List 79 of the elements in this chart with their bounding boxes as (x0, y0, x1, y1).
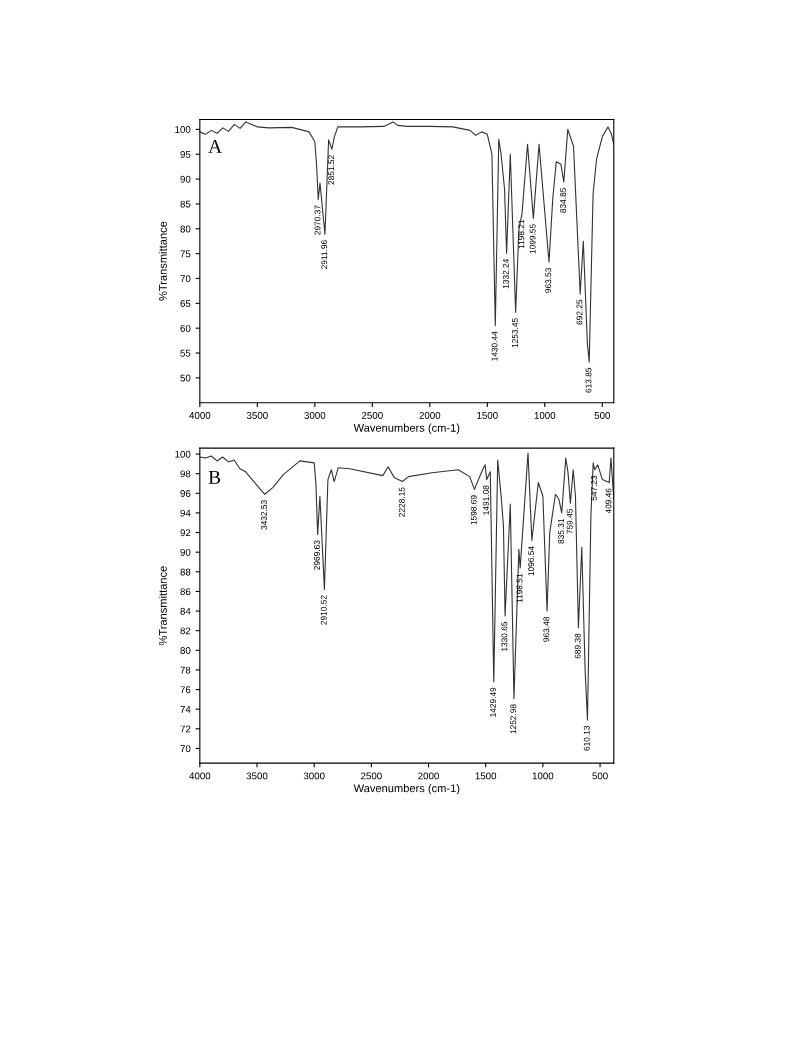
y-axis-title: %Transmittance (158, 566, 167, 646)
annotation: 2851.52 (328, 155, 335, 185)
x-tick-label: 500 (592, 772, 608, 780)
y-tick-label: 72 (180, 725, 191, 733)
x-tick-label: 3000 (304, 412, 326, 419)
annotation: 759.45 (566, 509, 573, 534)
annotation: 689.38 (574, 633, 581, 659)
x-tick-label: 1000 (532, 772, 554, 780)
y-tick-label: 92 (180, 529, 191, 537)
annotation: 1252.98 (510, 704, 517, 734)
annotation: 1598.69 (470, 495, 477, 525)
annotation: 1491.08 (483, 485, 489, 515)
annotation: 2910.52 (320, 595, 327, 625)
y-tick-label: 88 (180, 568, 191, 576)
y-tick-label: 76 (180, 686, 191, 694)
annotation: 692.25 (576, 299, 583, 325)
y-tick-label: 100 (175, 450, 191, 458)
annotation: 547.23 (591, 475, 597, 501)
y-tick-label: 85 (180, 200, 191, 208)
annotation: 834.85 (560, 187, 567, 213)
y-tick-label: 74 (180, 706, 191, 713)
x-tick-label: 2000 (418, 772, 439, 780)
y-tick-label: 78 (180, 666, 191, 674)
y-tick-label: 100 (175, 126, 191, 133)
annotation: 2969.63 (313, 540, 320, 570)
annotation: 1429.49 (490, 687, 497, 717)
annotation: 1332.24 (502, 258, 509, 289)
annotation: 1253.45 (511, 318, 518, 348)
x-axis-title: Wavenumbers (cm-1) (353, 423, 460, 434)
annotation: 1430.44 (491, 331, 498, 361)
y-tick-label: 95 (180, 150, 191, 158)
y-tick-label: 82 (180, 627, 191, 635)
y-tick-label: 90 (180, 548, 191, 556)
annotation: 613.85 (585, 367, 592, 393)
y-tick-label: 90 (180, 175, 191, 183)
y-tick-label: 98 (180, 470, 191, 478)
x-tick-label: 3000 (303, 772, 325, 780)
y-axis-title: %Transmittance (158, 221, 167, 301)
annotation: 1099.55 (529, 224, 536, 254)
annotation: 1198.51 (516, 573, 523, 603)
y-tick-label: 86 (180, 588, 191, 596)
annotation: 835.31 (558, 518, 564, 544)
x-tick-label: 4000 (189, 412, 211, 419)
y-tick-label: 84 (180, 607, 191, 615)
y-tick-label: 55 (180, 349, 191, 357)
y-tick-label: 70 (180, 275, 191, 283)
y-tick-label: 80 (180, 647, 191, 654)
annotation: 1330.65 (501, 621, 508, 651)
annotation: B (208, 470, 221, 484)
y-tick-label: 50 (180, 374, 191, 382)
annotation: 963.53 (545, 267, 552, 293)
annotation: 610.13 (583, 725, 590, 751)
x-tick-label: 500 (594, 412, 611, 419)
y-tick-label: 75 (180, 250, 191, 258)
x-tick-label: 2500 (361, 772, 382, 780)
annotation: A (208, 139, 223, 153)
annotation: 963.48 (543, 616, 550, 642)
y-tick-label: 60 (180, 324, 191, 332)
x-tick-label: 2500 (361, 412, 383, 419)
annotation: 1198.21 (518, 219, 525, 249)
annotation: 409.46 (605, 488, 612, 514)
annotation: 2228.15 (398, 487, 405, 517)
y-tick-label: 70 (180, 745, 191, 753)
x-tick-label: 3500 (246, 412, 268, 419)
x-tick-label: 1500 (477, 412, 498, 419)
annotation: 3432.53 (261, 500, 267, 530)
annotation: 1096.54 (528, 546, 535, 576)
annotation: 2970.37 (314, 205, 321, 235)
annotation: 2911.96 (321, 240, 328, 269)
x-tick-label: 4000 (189, 772, 211, 780)
y-tick-label: 80 (180, 225, 191, 233)
y-tick-label: 65 (180, 300, 191, 307)
x-tick-label: 3500 (246, 772, 268, 780)
y-tick-label: 96 (180, 490, 191, 497)
x-tick-label: 2000 (419, 412, 441, 419)
x-tick-label: 1500 (475, 772, 497, 780)
y-tick-label: 94 (180, 509, 191, 517)
x-axis-title: Wavenumbers (cm-1) (353, 784, 460, 795)
x-tick-label: 1000 (534, 412, 556, 419)
